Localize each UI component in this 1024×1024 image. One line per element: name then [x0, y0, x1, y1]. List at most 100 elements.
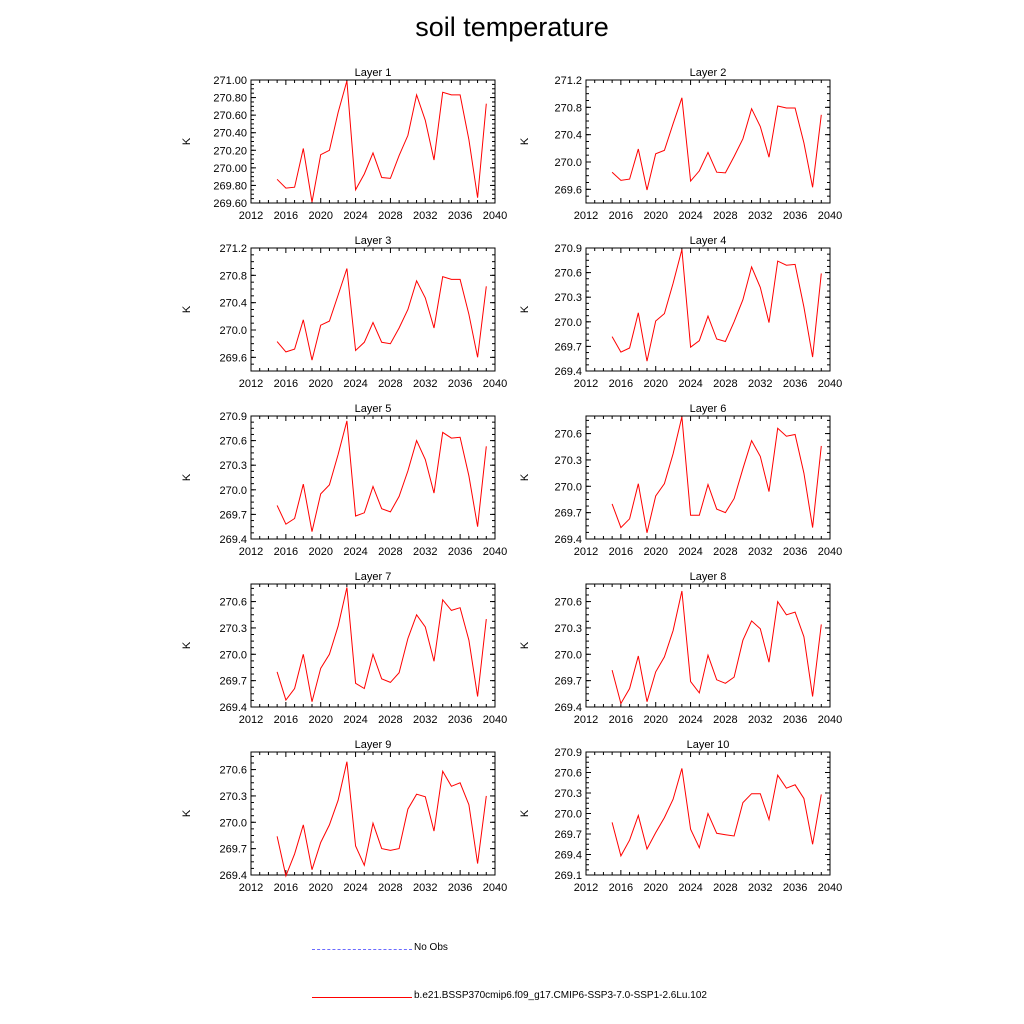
y-axis-label: K	[519, 137, 531, 145]
y-tick-label: 269.7	[219, 676, 247, 688]
y-axis-label: K	[181, 305, 193, 313]
x-tick-label: 2024	[678, 882, 702, 894]
y-tick-label: 270.0	[554, 157, 582, 169]
x-tick-label: 2040	[483, 546, 507, 558]
y-tick-label: 270.0	[219, 485, 247, 497]
panel-title: Layer 2	[690, 67, 727, 79]
plot-frame	[250, 79, 496, 204]
series-line	[276, 587, 487, 702]
y-tick-label: 270.0	[219, 817, 247, 829]
y-tick-label: 270.3	[554, 788, 582, 800]
x-tick-label: 2040	[818, 378, 842, 390]
x-tick-label: 2040	[818, 546, 842, 558]
x-tick-label: 2028	[713, 210, 737, 222]
y-tick-label: 269.6	[219, 352, 247, 364]
x-tick-label: 2028	[713, 882, 737, 894]
y-tick-label: 271.2	[219, 243, 247, 255]
panel-layer-1: Layer 1 K 2012 2016 2020 2024 2028 2032 2036 2040…	[181, 67, 507, 222]
y-tick-label: 270.0	[554, 317, 582, 329]
plot-frame	[250, 751, 496, 876]
y-tick-label: 270.00	[213, 163, 247, 175]
legend-line-model-run	[312, 997, 412, 998]
x-tick-label: 2020	[308, 210, 332, 222]
x-tick-label: 2016	[609, 882, 633, 894]
y-tick-label: 270.3	[219, 460, 247, 472]
y-axis-label: K	[181, 473, 193, 481]
plot-frame	[250, 247, 496, 372]
x-tick-label: 2032	[748, 714, 772, 726]
x-tick-label: 2012	[574, 210, 598, 222]
x-tick-label: 2040	[818, 714, 842, 726]
x-tick-label: 2016	[609, 714, 633, 726]
x-tick-label: 2028	[378, 882, 402, 894]
x-tick-label: 2012	[574, 714, 598, 726]
x-tick-label: 2016	[274, 210, 298, 222]
x-tick-label: 2012	[239, 546, 263, 558]
x-tick-label: 2024	[343, 378, 367, 390]
panel-layer-8: Layer 8 K 2012 2016 2020 2024 2028 2032 2036 2040…	[519, 571, 842, 726]
x-tick-label: 2016	[609, 210, 633, 222]
y-axis-label: K	[519, 641, 531, 649]
panel-title: Layer 8	[690, 571, 727, 583]
y-tick-label: 269.80	[213, 180, 247, 192]
panel-title: Layer 9	[355, 739, 392, 751]
x-tick-label: 2036	[783, 882, 807, 894]
x-tick-label: 2028	[378, 378, 402, 390]
figure-title: soil temperature	[415, 12, 609, 42]
series-line	[611, 249, 822, 362]
y-tick-label: 270.9	[219, 411, 247, 423]
series-line	[611, 590, 822, 705]
x-tick-label: 2020	[643, 210, 667, 222]
panel-title: Layer 10	[687, 739, 730, 751]
y-tick-label: 270.4	[554, 130, 582, 142]
x-tick-label: 2040	[483, 882, 507, 894]
x-tick-label: 2036	[448, 546, 472, 558]
panel-layer-5: Layer 5 K 2012 2016 2020 2024 2028 2032 2036 2040…	[181, 403, 507, 558]
y-tick-label: 270.3	[554, 623, 582, 635]
legend-label-model-run: b.e21.BSSP370cmip6.f09_g17.CMIP6-SSP3-7.…	[414, 990, 707, 1001]
y-tick-label: 271.00	[213, 75, 247, 87]
y-tick-label: 269.7	[554, 676, 582, 688]
series-line	[611, 97, 822, 191]
y-tick-label: 271.2	[554, 75, 582, 87]
x-tick-label: 2012	[239, 378, 263, 390]
series-line	[276, 761, 487, 878]
y-tick-label: 270.8	[219, 270, 247, 282]
panel-layer-3: Layer 3 K 2012 2016 2020 2024 2028 2032 2036 2040…	[181, 235, 507, 390]
y-tick-label: 270.3	[219, 623, 247, 635]
panel-layer-7: Layer 7 K 2012 2016 2020 2024 2028 2032 2036 2040…	[181, 571, 507, 726]
plot-frame	[585, 583, 831, 708]
x-tick-label: 2036	[783, 210, 807, 222]
x-tick-label: 2036	[783, 546, 807, 558]
plot-frame	[585, 79, 831, 204]
y-tick-label: 270.6	[219, 597, 247, 609]
y-axis-label: K	[519, 305, 531, 313]
x-tick-label: 2016	[274, 714, 298, 726]
y-tick-label: 269.4	[219, 702, 247, 714]
y-tick-label: 269.7	[554, 341, 582, 353]
x-tick-label: 2040	[483, 714, 507, 726]
x-tick-label: 2024	[678, 714, 702, 726]
y-tick-label: 270.6	[219, 436, 247, 448]
x-tick-label: 2036	[448, 882, 472, 894]
y-tick-label: 269.4	[554, 534, 582, 546]
x-tick-label: 2020	[643, 714, 667, 726]
x-tick-label: 2028	[713, 378, 737, 390]
y-axis-label: K	[519, 809, 531, 817]
x-tick-label: 2032	[748, 882, 772, 894]
x-tick-label: 2020	[643, 882, 667, 894]
y-tick-label: 270.3	[554, 292, 582, 304]
x-tick-label: 2024	[343, 546, 367, 558]
y-tick-label: 269.7	[219, 509, 247, 521]
y-tick-label: 270.9	[554, 747, 582, 759]
y-tick-label: 270.6	[554, 768, 582, 780]
series-line	[611, 768, 822, 858]
y-tick-label: 269.7	[219, 844, 247, 856]
y-tick-label: 269.4	[554, 366, 582, 378]
x-tick-label: 2012	[574, 546, 598, 558]
x-tick-label: 2036	[448, 714, 472, 726]
x-tick-label: 2012	[239, 882, 263, 894]
y-tick-label: 270.9	[554, 243, 582, 255]
y-axis-label: K	[181, 641, 193, 649]
